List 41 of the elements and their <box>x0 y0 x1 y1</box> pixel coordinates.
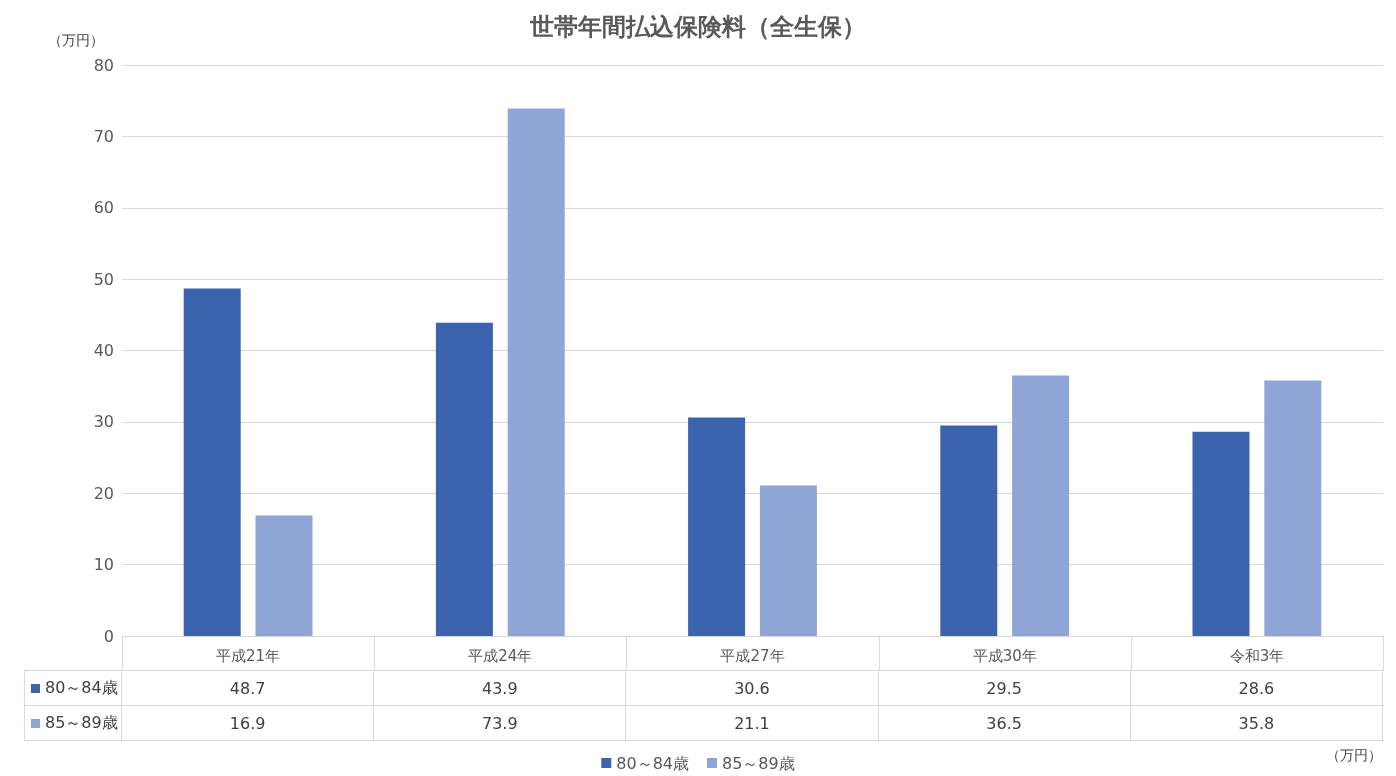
bar <box>1012 375 1070 636</box>
bar <box>688 417 746 636</box>
data-label: 48.7 <box>122 671 375 705</box>
x-tick-label: 令和3年 <box>1229 646 1285 665</box>
y-tick-label: 10 <box>93 555 114 575</box>
data-label: 43.9 <box>374 671 627 705</box>
x-tick-label: 平成30年 <box>972 646 1037 665</box>
legend-label: 80～84歳 <box>24 671 122 705</box>
y-tick-label: 20 <box>93 483 114 503</box>
y-tick-label: 30 <box>93 412 114 432</box>
data-label: 29.5 <box>878 671 1131 705</box>
data-label: 30.6 <box>626 671 879 705</box>
y-tick-label: 80 <box>93 55 114 75</box>
x-tick-label: 平成27年 <box>720 646 785 665</box>
data-label: 28.6 <box>1130 671 1383 705</box>
data-label: 73.9 <box>374 706 627 740</box>
bar <box>940 425 998 636</box>
y-axis-title: （万円） <box>48 32 104 48</box>
bar <box>435 322 493 636</box>
bar <box>1264 380 1322 636</box>
y-tick-label: 0 <box>103 626 114 646</box>
y-tick-label: 40 <box>93 341 114 360</box>
bar <box>183 288 241 636</box>
bar <box>507 108 565 636</box>
bar <box>1192 431 1250 636</box>
chart-title: 世帯年間払込保険料（全生保） <box>529 13 866 41</box>
y-tick-label: 70 <box>93 126 114 146</box>
x-tick-label: 平成21年 <box>216 646 281 665</box>
text: 80～84歳 <box>616 753 689 773</box>
data-label: 36.5 <box>878 706 1131 740</box>
text: 85～89歳 <box>45 712 118 732</box>
bar <box>255 515 313 636</box>
legend-label: 85～89歳 <box>722 753 795 773</box>
data-label: 16.9 <box>122 706 375 740</box>
x-tick-label: 平成24年 <box>468 646 533 665</box>
data-label: 35.8 <box>1130 706 1383 740</box>
data-label: 21.1 <box>626 706 879 740</box>
y-tick-label: 50 <box>93 269 114 289</box>
text: （万円） <box>1326 747 1382 763</box>
bar <box>759 485 817 636</box>
y-tick-label: 60 <box>93 198 114 218</box>
